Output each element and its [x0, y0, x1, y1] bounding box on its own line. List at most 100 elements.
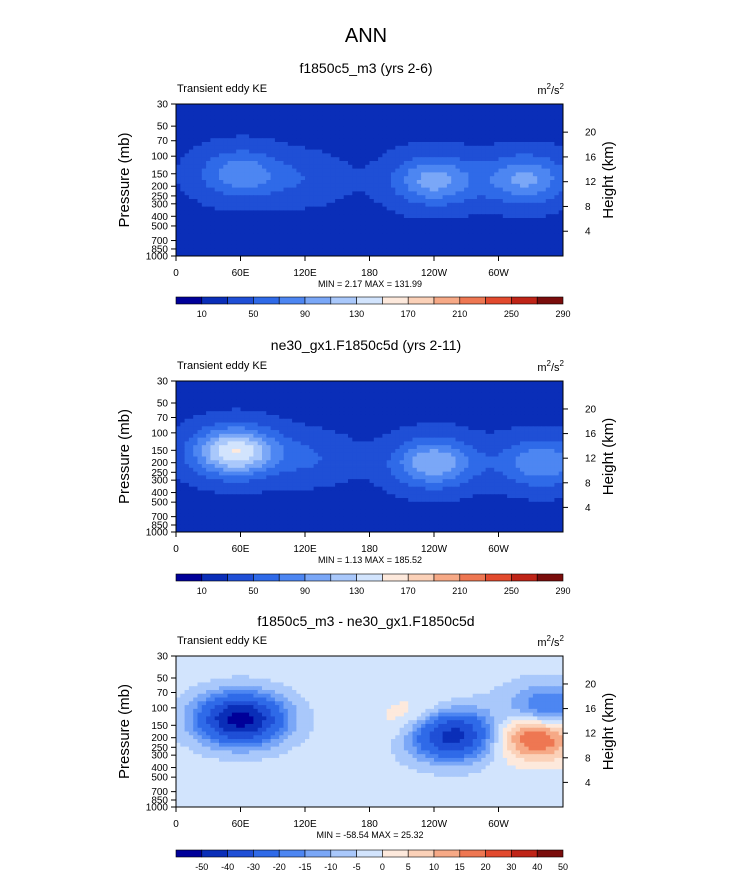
- field-cell: [244, 237, 250, 242]
- field-cell: [524, 149, 529, 154]
- field-cell: [455, 399, 461, 405]
- field-cell: [305, 422, 310, 427]
- field-cell: [403, 172, 409, 177]
- field-cell: [541, 153, 547, 158]
- field-cell: [197, 240, 203, 245]
- field-cell: [197, 191, 203, 196]
- field-cell: [408, 138, 413, 143]
- field-cell: [274, 183, 280, 188]
- field-cell: [266, 418, 271, 423]
- field-cell: [210, 210, 216, 215]
- field-cell: [262, 252, 267, 257]
- field-cell: [240, 399, 246, 405]
- field-cell: [468, 107, 474, 112]
- field-cell: [498, 191, 504, 196]
- field-cell: [279, 210, 284, 215]
- field-cell: [459, 214, 465, 219]
- field-cell: [378, 388, 383, 393]
- field-cell: [283, 433, 289, 439]
- field-cell: [464, 180, 469, 185]
- field-cell: [322, 221, 327, 226]
- field-cell: [240, 214, 246, 219]
- field-cell: [369, 392, 375, 397]
- field-cell: [279, 388, 284, 393]
- field-cell: [520, 248, 525, 253]
- field-cell: [279, 168, 284, 173]
- field-cell: [391, 153, 396, 158]
- field-cell: [365, 187, 370, 192]
- field-cell: [403, 199, 409, 204]
- field-cell: [296, 164, 302, 169]
- field-cell: [283, 119, 289, 124]
- field-cell: [485, 130, 491, 135]
- field-cell: [558, 134, 564, 139]
- field-cell: [339, 153, 345, 158]
- field-cell: [244, 414, 250, 420]
- field-cell: [322, 183, 327, 188]
- field-cell: [537, 161, 542, 166]
- field-cell: [176, 399, 181, 405]
- field-cell: [545, 153, 551, 158]
- field-cell: [279, 130, 284, 135]
- field-cell: [305, 107, 310, 112]
- field-cell: [425, 407, 431, 412]
- field-cell: [180, 145, 185, 150]
- field-cell: [305, 430, 310, 435]
- field-cell: [451, 187, 456, 192]
- field-cell: [451, 396, 456, 401]
- field-cell: [244, 168, 250, 173]
- field-cell: [266, 119, 271, 124]
- field-cell: [489, 195, 495, 200]
- field-cell: [360, 126, 366, 131]
- field-cell: [524, 111, 529, 116]
- field-cell: [459, 111, 465, 116]
- field-cell: [550, 172, 555, 177]
- field-cell: [498, 176, 504, 181]
- field-cell: [511, 199, 517, 204]
- field-cell: [236, 214, 241, 219]
- field-cell: [206, 384, 211, 389]
- field-cell: [520, 199, 525, 204]
- field-cell: [201, 161, 207, 166]
- field-cell: [468, 418, 474, 423]
- field-cell: [219, 426, 224, 431]
- field-cell: [240, 414, 246, 420]
- field-cell: [442, 399, 448, 405]
- field-cell: [502, 221, 508, 226]
- field-cell: [395, 206, 400, 211]
- field-cell: [438, 218, 443, 223]
- field-cell: [184, 218, 190, 223]
- field-cell: [193, 396, 198, 401]
- field-cell: [455, 229, 461, 234]
- field-cell: [266, 381, 271, 386]
- field-cell: [515, 153, 521, 158]
- field-cell: [489, 126, 495, 131]
- field-cell: [227, 126, 233, 131]
- field-cell: [464, 195, 469, 200]
- field-cell: [468, 229, 474, 234]
- field-cell: [287, 392, 293, 397]
- field-cell: [352, 126, 357, 131]
- field-cell: [274, 240, 280, 245]
- field-cell: [352, 134, 357, 139]
- field-cell: [365, 418, 370, 423]
- field-cell: [446, 206, 452, 211]
- field-cell: [395, 244, 400, 249]
- field-cell: [206, 130, 211, 135]
- field-cell: [395, 233, 400, 238]
- field-cell: [494, 221, 499, 226]
- field-cell: [188, 111, 194, 116]
- field-cell: [498, 157, 504, 162]
- field-cell: [511, 237, 517, 242]
- field-cell: [352, 161, 357, 166]
- field-cell: [257, 233, 263, 238]
- field-cell: [309, 172, 314, 177]
- field-cell: [305, 403, 310, 408]
- field-cell: [459, 233, 465, 238]
- field-cell: [279, 149, 284, 154]
- field-cell: [279, 183, 284, 188]
- field-cell: [253, 388, 259, 393]
- field-cell: [214, 157, 220, 162]
- panels: f1850c5_m3 (yrs 2-6)Transient eddy KE m2/…: [116, 60, 617, 872]
- field-cell: [395, 214, 400, 219]
